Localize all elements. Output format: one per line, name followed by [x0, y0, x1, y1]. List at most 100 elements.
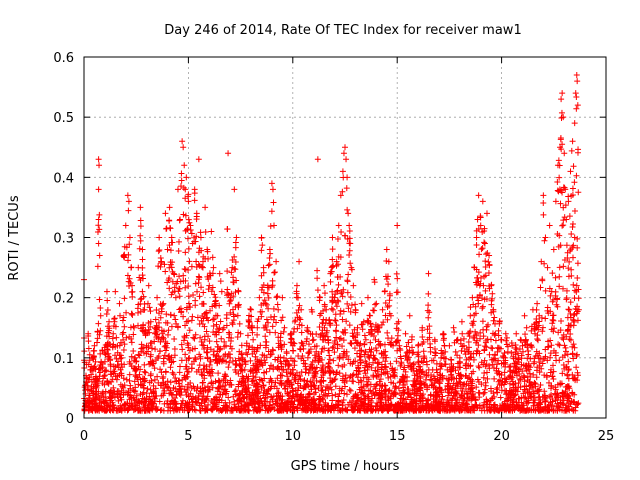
data-point: [236, 397, 243, 404]
data-point: [96, 365, 103, 372]
data-point: [536, 359, 543, 366]
data-point: [546, 285, 553, 292]
data-point: [97, 327, 104, 334]
data-point: [204, 273, 211, 280]
data-point: [169, 369, 176, 376]
data-point: [522, 394, 529, 401]
data-point: [331, 317, 338, 324]
data-point: [574, 78, 581, 85]
data-point: [556, 406, 563, 413]
data-point: [346, 251, 353, 258]
data-point: [103, 288, 110, 295]
data-point: [196, 362, 203, 369]
data-point: [131, 354, 138, 361]
data-point: [215, 377, 222, 384]
data-point: [215, 370, 222, 377]
data-point: [337, 335, 344, 342]
data-point: [203, 349, 210, 356]
data-point: [107, 357, 114, 364]
data-point: [516, 376, 523, 383]
data-point: [351, 326, 358, 333]
data-point: [565, 273, 572, 280]
data-point: [212, 302, 219, 309]
data-point: [148, 377, 155, 384]
data-point: [172, 401, 179, 408]
data-point: [93, 395, 100, 402]
data-point: [529, 344, 536, 351]
data-point: [264, 406, 271, 413]
data-point: [496, 406, 503, 413]
data-point: [192, 407, 199, 414]
data-point: [348, 302, 355, 309]
data-point: [406, 391, 413, 398]
data-point: [362, 364, 369, 371]
data-point: [386, 290, 393, 297]
data-point: [364, 319, 371, 326]
data-point: [95, 216, 102, 223]
data-point: [123, 334, 130, 341]
data-point: [160, 373, 167, 380]
data-point: [298, 329, 305, 336]
data-point: [473, 401, 480, 408]
data-point: [241, 402, 248, 409]
data-point: [564, 327, 571, 334]
data-point: [125, 207, 132, 214]
data-point: [377, 340, 384, 347]
data-point: [560, 263, 567, 270]
data-point: [151, 376, 158, 383]
data-point: [372, 367, 379, 374]
data-point: [363, 381, 370, 388]
data-point: [304, 354, 311, 361]
data-point: [431, 345, 438, 352]
data-point: [418, 369, 425, 376]
data-point: [345, 305, 352, 312]
data-point: [275, 392, 282, 399]
data-point: [118, 396, 125, 403]
data-point: [346, 235, 353, 242]
data-point: [573, 352, 580, 359]
data-point: [173, 320, 180, 327]
data-point: [569, 191, 576, 198]
data-point: [268, 180, 275, 187]
data-point: [439, 372, 446, 379]
data-point: [462, 351, 469, 358]
data-point: [343, 391, 350, 398]
data-point: [120, 346, 127, 353]
data-point: [178, 177, 185, 184]
data-point: [477, 329, 484, 336]
data-point: [319, 319, 326, 326]
data-point: [327, 375, 334, 382]
data-point: [422, 376, 429, 383]
data-point: [157, 254, 164, 261]
data-point: [232, 289, 239, 296]
data-point: [567, 401, 574, 408]
data-point: [454, 396, 461, 403]
data-point: [124, 407, 131, 414]
data-point: [546, 222, 553, 229]
data-point: [137, 390, 144, 397]
data-point: [473, 234, 480, 241]
data-point: [334, 287, 341, 294]
data-point: [236, 362, 243, 369]
data-point: [509, 374, 516, 381]
data-point: [142, 332, 149, 339]
data-point: [481, 296, 488, 303]
data-point: [370, 352, 377, 359]
data-point: [243, 406, 250, 413]
data-point: [101, 358, 108, 365]
data-point: [309, 337, 316, 344]
data-point: [573, 364, 580, 371]
data-point: [477, 335, 484, 342]
data-point: [558, 114, 565, 121]
x-tick-label: 0: [80, 429, 88, 444]
data-point: [338, 387, 345, 394]
data-point: [260, 289, 267, 296]
data-point: [373, 347, 380, 354]
data-point: [245, 346, 252, 353]
data-point: [95, 388, 102, 395]
data-point: [512, 351, 519, 358]
data-point: [425, 314, 432, 321]
data-point: [420, 359, 427, 366]
data-point: [453, 391, 460, 398]
data-point: [534, 364, 541, 371]
